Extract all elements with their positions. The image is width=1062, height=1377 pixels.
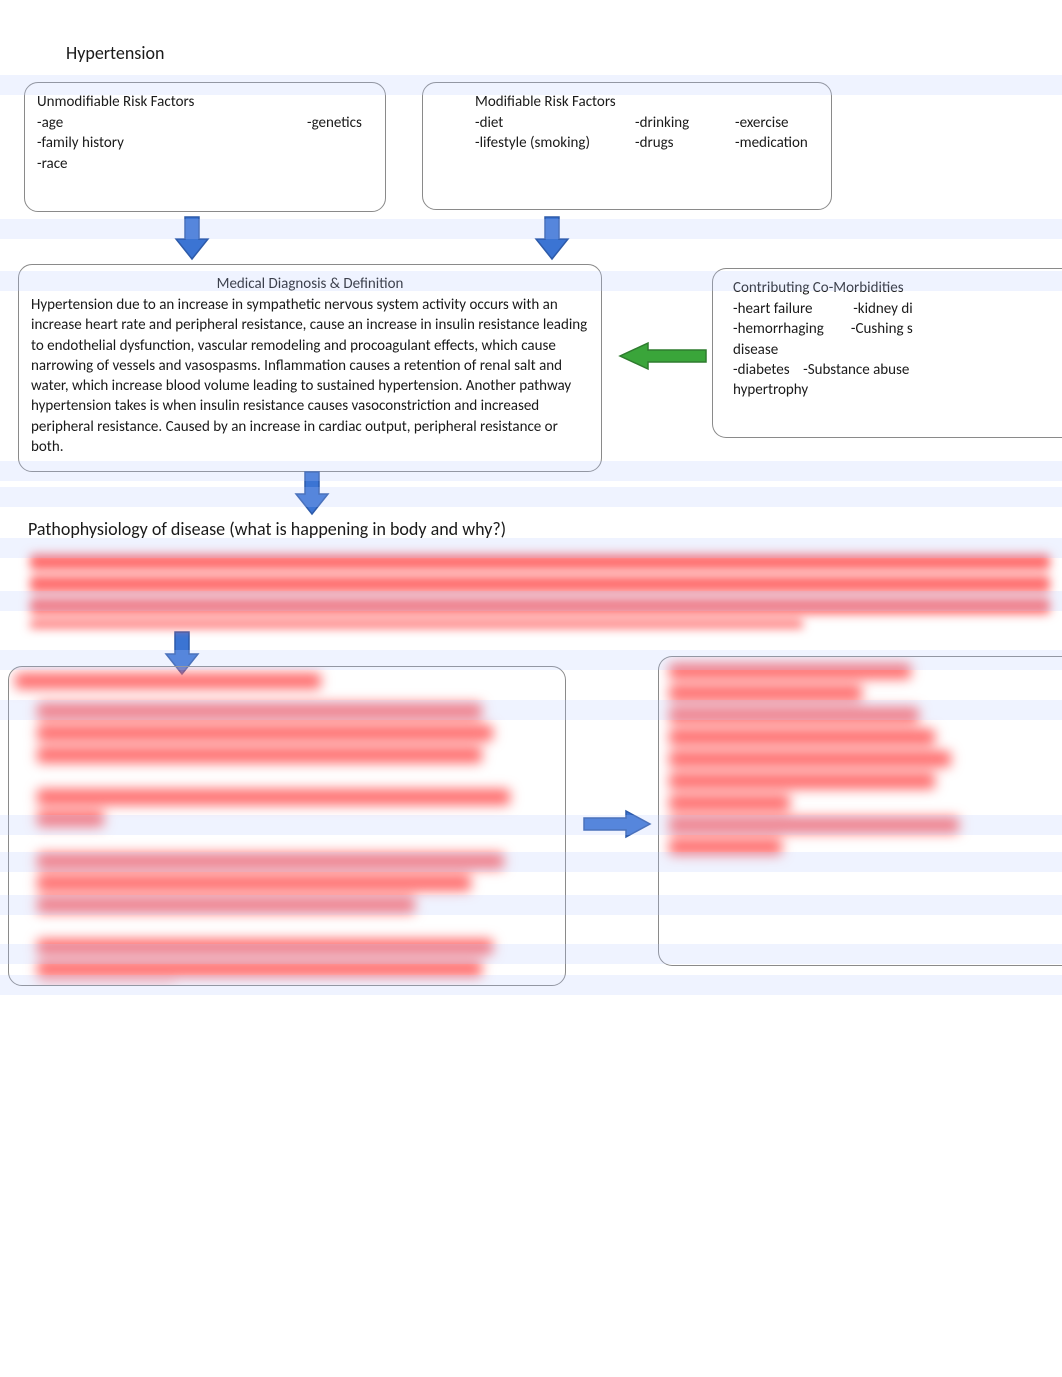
box-unmodifiable: Unmodifiable Risk Factors -age -family h… xyxy=(24,82,386,212)
box-right-lower xyxy=(658,656,1062,966)
arrow-down-icon xyxy=(175,215,209,261)
rf-item: -lifestyle (smoking) xyxy=(475,133,635,153)
rf-item: -diet xyxy=(475,113,635,133)
page-root: Hypertension Unmodifiable Risk Factors -… xyxy=(0,0,1062,1377)
box-comorbidities: Contributing Co-Morbidities -heart failu… xyxy=(712,268,1062,438)
selection-overlay-stripe xyxy=(0,219,1062,239)
rf-item: -race xyxy=(37,154,307,174)
box-modifiable: Modifiable Risk Factors -diet -lifestyle… xyxy=(422,82,832,210)
cm-line: -diabetes -Substance abuse xyxy=(733,360,1050,380)
heading-modifiable: Modifiable Risk Factors xyxy=(475,93,819,111)
cm-line: disease xyxy=(733,340,1050,360)
rf-item: -age xyxy=(37,113,307,133)
cm-line: -heart failure -kidney di xyxy=(733,299,1050,319)
rf-item: -family history xyxy=(37,133,307,153)
heading-diagnosis: Medical Diagnosis & Definition xyxy=(217,275,404,293)
cm-line: hypertrophy xyxy=(733,380,1050,400)
heading-unmodifiable: Unmodifiable Risk Factors xyxy=(37,93,373,111)
diagnosis-body: Hypertension due to an increase in sympa… xyxy=(31,295,589,457)
rf-item: -drinking xyxy=(635,113,735,133)
arrow-down-icon xyxy=(295,470,329,516)
rf-item: -drugs xyxy=(635,133,735,153)
cm-line: -hemorrhaging -Cushing s xyxy=(733,319,1050,339)
heading-pathophysiology: Pathophysiology of disease (what is happ… xyxy=(28,518,506,540)
arrow-right-icon xyxy=(582,810,652,838)
blurred-content xyxy=(9,667,565,985)
rf-item: -exercise xyxy=(735,113,808,133)
page-title: Hypertension xyxy=(66,42,164,64)
box-clinical-manifestations xyxy=(8,666,566,986)
blurred-content xyxy=(659,657,1062,965)
heading-comorbidities: Contributing Co-Morbidities xyxy=(733,279,1050,297)
rf-item: -medication xyxy=(735,133,808,153)
arrow-down-icon xyxy=(535,215,569,261)
rf-item: -genetics xyxy=(307,113,362,133)
blurred-pathophysiology-body xyxy=(26,548,1056,628)
arrow-left-icon xyxy=(618,342,708,370)
box-diagnosis: Medical Diagnosis & Definition Hypertens… xyxy=(18,264,602,472)
selection-overlay-stripe xyxy=(0,487,1062,507)
